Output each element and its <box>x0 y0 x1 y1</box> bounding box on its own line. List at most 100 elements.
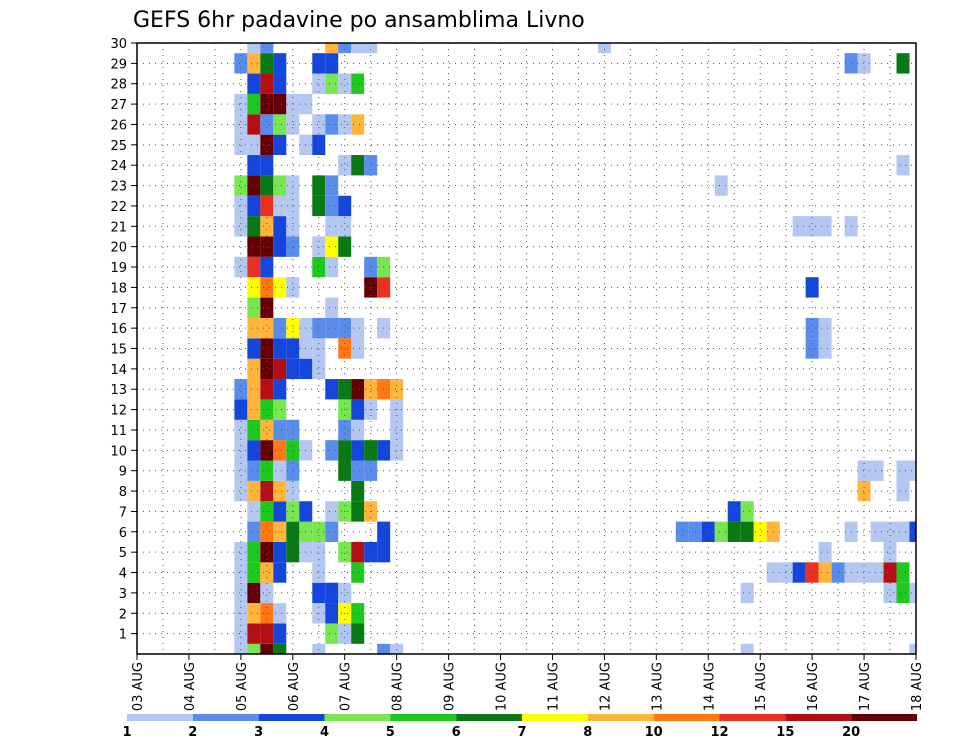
x-tick-label: 15 AUG <box>754 662 769 711</box>
heatmap-cell <box>247 643 261 654</box>
heatmap-cell <box>312 541 326 563</box>
heatmap-cell <box>312 521 326 542</box>
y-tick-label: 5 <box>119 546 127 561</box>
heatmap-cell <box>714 175 728 196</box>
heatmap-cell <box>234 643 248 654</box>
colorbar-swatch <box>522 714 588 721</box>
heatmap-cell <box>351 623 365 644</box>
colorbar-swatch <box>324 714 391 721</box>
heatmap-cell <box>234 53 248 74</box>
heatmap-cell <box>273 93 287 115</box>
y-tick-label: 17 <box>110 302 127 317</box>
heatmap-cell <box>325 501 339 522</box>
heatmap-cell <box>325 53 339 74</box>
heatmap-cell <box>325 603 339 624</box>
heatmap-cell <box>351 399 365 420</box>
heatmap-cell <box>273 643 287 654</box>
heatmap-cell <box>364 541 378 563</box>
heatmap-cell <box>338 236 352 257</box>
heatmap-cell <box>260 440 274 461</box>
heatmap-cell <box>260 562 274 583</box>
heatmap-cell <box>234 623 248 644</box>
heatmap-cell <box>364 43 378 54</box>
heatmap-cell <box>338 419 352 441</box>
colorbar-swatch <box>785 714 852 721</box>
heatmap-cell <box>247 216 261 237</box>
heatmap-cell <box>234 541 248 563</box>
heatmap-cell <box>286 419 300 441</box>
chart-title: GEFS 6hr padavine po ansamblima Livno <box>133 8 585 33</box>
heatmap-cell <box>247 480 261 502</box>
heatmap-cell <box>896 155 910 176</box>
heatmap-cell <box>883 562 897 583</box>
heatmap-cell <box>260 379 274 400</box>
heatmap-cell <box>247 73 261 94</box>
y-tick-label: 30 <box>110 37 127 52</box>
heatmap-cell <box>325 297 339 318</box>
heatmap-cell <box>805 216 819 237</box>
y-tick-label: 21 <box>110 220 127 235</box>
heatmap-cell <box>312 358 326 380</box>
colorbar-swatch <box>851 714 917 721</box>
heatmap-cell <box>234 93 248 115</box>
heatmap-cell <box>883 582 897 604</box>
colorbar-swatch <box>587 714 654 721</box>
heatmap-cell <box>364 256 378 278</box>
heatmap-cell <box>247 623 261 644</box>
heatmap-cell <box>286 440 300 461</box>
heatmap-cell <box>312 73 326 94</box>
x-tick-label: 09 AUG <box>443 662 458 711</box>
heatmap-cell <box>312 236 326 257</box>
heatmap-cell <box>247 297 261 318</box>
heatmap-cell <box>390 440 404 461</box>
heatmap-cell <box>286 338 300 359</box>
heatmap-cell <box>351 338 365 359</box>
y-tick-label: 4 <box>119 567 127 582</box>
heatmap-cell <box>273 623 287 644</box>
heatmap-cell <box>857 562 871 583</box>
heatmap-cell <box>247 460 261 481</box>
colorbar-swatch <box>127 714 193 721</box>
heatmap-cell <box>286 460 300 481</box>
heatmap-cell <box>325 43 339 54</box>
heatmap-cell <box>260 582 274 604</box>
heatmap-cell <box>286 114 300 135</box>
colorbar-label: 7 <box>517 725 526 740</box>
heatmap-cell <box>273 338 287 359</box>
heatmap-cell <box>909 643 916 654</box>
heatmap-cell <box>390 643 404 654</box>
heatmap-cell <box>247 155 261 176</box>
heatmap-cell <box>260 53 274 74</box>
heatmap-cell <box>351 480 365 502</box>
heatmap-cell <box>325 440 339 461</box>
heatmap-cell <box>338 317 352 339</box>
heatmap-cell <box>260 236 274 257</box>
heatmap-cell <box>247 114 261 135</box>
heatmap-cell <box>234 562 248 583</box>
heatmap-cell <box>338 114 352 135</box>
x-tick-label: 18 AUG <box>910 662 925 711</box>
y-tick-label: 29 <box>110 57 127 72</box>
heatmap-cell <box>338 73 352 94</box>
colorbar-swatch <box>390 714 457 721</box>
y-tick-label: 11 <box>110 424 127 439</box>
heatmap-cell <box>260 541 274 563</box>
heatmap-cell <box>260 338 274 359</box>
heatmap-cell <box>260 175 274 196</box>
y-tick-label: 27 <box>110 98 127 113</box>
colorbar-label: 1 <box>122 725 131 740</box>
heatmap-cell <box>260 643 274 654</box>
heatmap-cell <box>338 541 352 563</box>
heatmap-cell <box>260 155 274 176</box>
heatmap-cell <box>312 114 326 135</box>
x-axis: 03 AUG 04 AUG 05 AUG 06 AUG 07 AUG 08 AUG 09 A… <box>131 654 925 711</box>
heatmap-cell <box>338 216 352 237</box>
heatmap-cell <box>870 521 884 542</box>
heatmap-cell <box>364 277 378 298</box>
heatmap-cell <box>273 399 287 420</box>
heatmap-cell <box>740 501 754 522</box>
heatmap-cell <box>260 623 274 644</box>
heatmap-cell <box>325 521 339 542</box>
colorbar-label: 12 <box>710 725 728 740</box>
heatmap-cell <box>338 623 352 644</box>
